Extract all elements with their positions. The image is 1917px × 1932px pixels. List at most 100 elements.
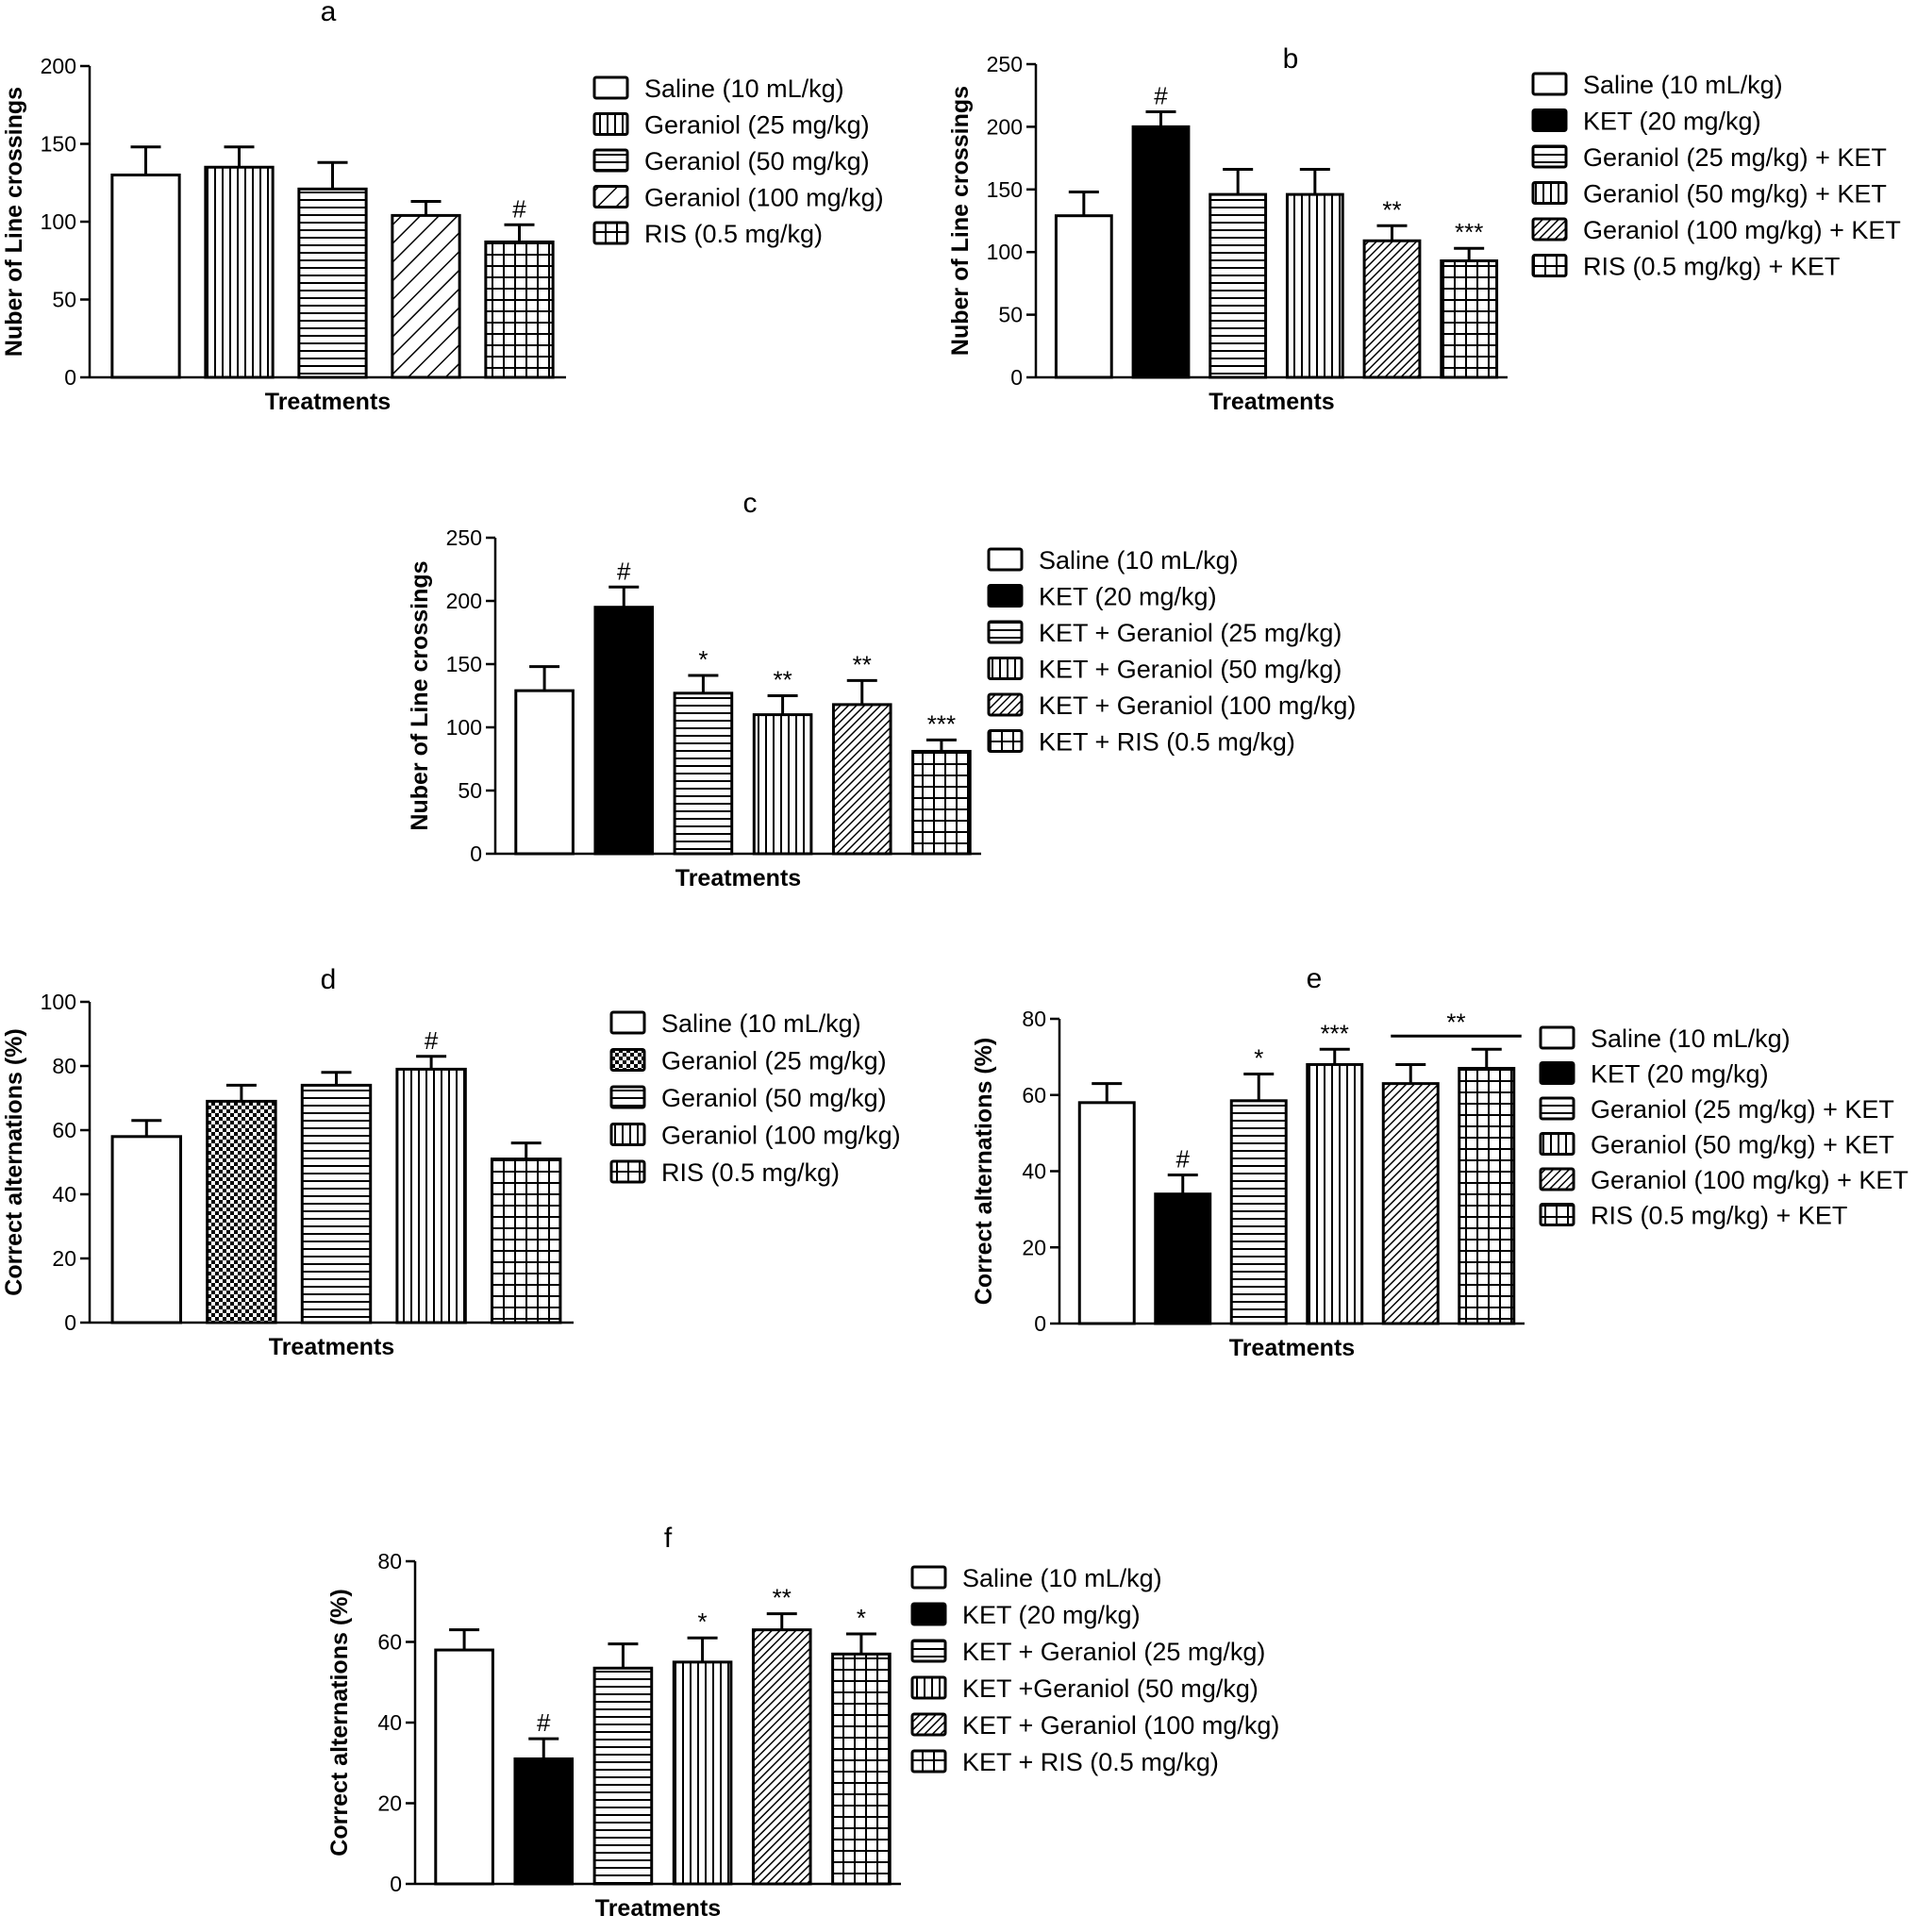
chart-panel-d: d 0 20 40 60 80 100 Correct alternations (%) Tre… <box>1 964 901 1360</box>
legend-entry: Saline (10 mL/kg) <box>1039 546 1239 575</box>
bar <box>300 1083 373 1324</box>
legend-entry: Geraniol (100 mg/kg) + KET <box>1583 216 1901 244</box>
legend-swatch <box>1539 1061 1575 1085</box>
bar <box>204 165 275 379</box>
bar <box>513 1757 575 1886</box>
y-tick-label: 150 <box>987 177 1023 202</box>
y-tick-label: 50 <box>52 288 76 312</box>
y-tick-label: 0 <box>470 841 482 866</box>
y-tick-label: 250 <box>446 525 482 550</box>
y-tick-label: 100 <box>41 209 76 234</box>
y-tick-label: 50 <box>998 303 1023 327</box>
bar <box>110 174 181 379</box>
chart-panel-b: b 0 50 100 150 200 250 Nuber of Line crossings T… <box>947 43 1901 415</box>
significance-label: # <box>617 557 631 585</box>
bar <box>592 1666 654 1886</box>
y-tick-label: 100 <box>446 715 482 740</box>
y-tick-label: 150 <box>446 652 482 676</box>
legend-entry: KET + Geraniol (100 mg/kg) <box>1039 691 1356 720</box>
legend-swatch <box>1539 1167 1575 1191</box>
significance-label: ** <box>773 666 792 694</box>
panel-letter: c <box>743 488 758 519</box>
y-tick-label: 0 <box>64 1310 76 1335</box>
bar <box>752 713 813 856</box>
y-tick-label: 40 <box>1022 1159 1046 1184</box>
chart-panel-e: e 0 20 40 60 80 Correct alternations (%) Treatm… <box>971 963 1909 1361</box>
y-tick-label: 60 <box>52 1118 76 1142</box>
bar <box>1077 1101 1136 1325</box>
legend-swatch <box>1539 1096 1575 1121</box>
y-tick-label: 80 <box>1022 1007 1046 1031</box>
y-axis-title: Correct alternations (%) <box>1 1028 27 1295</box>
legend-swatch <box>987 620 1024 644</box>
bar <box>395 1067 467 1324</box>
y-axis-title: Correct alternations (%) <box>326 1589 353 1856</box>
bar <box>514 689 575 856</box>
legend-swatch <box>609 1123 646 1146</box>
legend-swatch <box>1539 1203 1575 1226</box>
legend-entry: KET (20 mg/kg) <box>1039 583 1217 611</box>
legend: Saline (10 mL/kg) KET (20 mg/kg) KET + Ger… <box>910 1564 1279 1776</box>
y-tick-label: 40 <box>52 1182 76 1207</box>
legend-entry: Saline (10 mL/kg) <box>661 1009 861 1038</box>
significance-label: *** <box>1455 218 1483 246</box>
x-axis-title: Treatments <box>675 865 801 891</box>
y-tick-label: 60 <box>377 1630 402 1655</box>
significance-label: *** <box>1321 1019 1349 1047</box>
legend-entry: Saline (10 mL/kg) <box>1583 71 1783 99</box>
significance-label: * <box>857 1604 866 1632</box>
y-tick-label: 200 <box>446 589 482 613</box>
y-axis-title: Nuber of Line crossings <box>407 560 433 830</box>
bar <box>1458 1066 1516 1325</box>
legend: Saline (10 mL/kg) Geraniol (25 mg/kg) Gera… <box>592 75 884 248</box>
legend-swatch <box>592 112 629 136</box>
legend-entry: KET + Geraniol (50 mg/kg) <box>1039 656 1342 684</box>
bar <box>484 240 555 379</box>
legend-swatch <box>609 1010 646 1035</box>
bar <box>831 1652 892 1886</box>
significance-label: * <box>698 645 708 674</box>
y-tick-label: 0 <box>390 1872 402 1896</box>
x-axis-title: Treatments <box>269 1334 394 1360</box>
y-tick-label: 100 <box>987 240 1023 264</box>
legend-swatch <box>910 1565 947 1590</box>
significance-label: ** <box>853 650 872 678</box>
significance-label: # <box>425 1026 439 1055</box>
legend-swatch <box>1539 1132 1575 1156</box>
significance-label: ** <box>773 1584 792 1612</box>
x-axis-title: Treatments <box>1229 1335 1355 1361</box>
bar <box>110 1135 183 1324</box>
significance-label: ** <box>1382 195 1401 224</box>
legend-swatch <box>910 1602 947 1626</box>
bar <box>593 606 655 856</box>
y-tick-label: 250 <box>987 52 1023 76</box>
legend-swatch <box>1531 72 1568 96</box>
x-axis-title: Treatments <box>1209 389 1334 415</box>
y-tick-label: 0 <box>64 365 76 390</box>
y-tick-label: 80 <box>377 1549 402 1574</box>
significance-label: * <box>698 1607 708 1636</box>
bar <box>673 691 734 856</box>
legend-swatch <box>609 1048 646 1072</box>
legend-entry: RIS (0.5 mg/kg) <box>644 220 823 248</box>
significance-label: # <box>512 194 526 223</box>
y-axis-title: Nuber of Line crossings <box>1 87 27 357</box>
panel-letter: a <box>321 0 337 27</box>
legend-swatch <box>1531 108 1568 132</box>
legend-swatch <box>609 1159 646 1184</box>
x-axis-title: Treatments <box>265 389 391 415</box>
y-tick-label: 150 <box>41 132 76 157</box>
legend-entry: KET (20 mg/kg) <box>1583 108 1761 136</box>
significance-label: * <box>1254 1044 1263 1073</box>
chart-panel-c: c 0 50 100 150 200 250 Nuber of Line crossings T… <box>407 488 1356 891</box>
legend-entry: KET + Geraniol (25 mg/kg) <box>962 1638 1265 1666</box>
legend-entry: Geraniol (25 mg/kg) <box>661 1047 887 1075</box>
y-tick-label: 100 <box>41 990 76 1014</box>
y-tick-label: 40 <box>377 1710 402 1735</box>
bar <box>1154 1192 1212 1325</box>
bar <box>1285 192 1344 379</box>
legend-swatch <box>592 75 629 100</box>
legend-entry: Geraniol (25 mg/kg) + KET <box>1583 143 1887 172</box>
bar <box>490 1158 562 1324</box>
significance-label: # <box>537 1708 551 1737</box>
